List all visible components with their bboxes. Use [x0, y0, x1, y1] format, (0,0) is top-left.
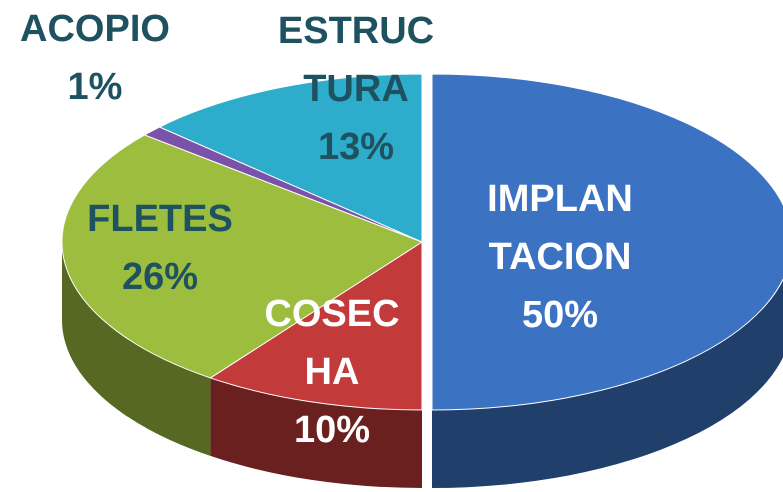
pie-slice	[158, 73, 423, 243]
value-label: 1%	[67, 66, 123, 108]
pie-sides	[61, 242, 783, 488]
value-label: 26%	[121, 256, 199, 298]
pie-side	[210, 377, 422, 488]
category-label: IMPLANTACION	[487, 178, 633, 278]
slice-label: ESTRUCTURA 13%	[276, 2, 436, 176]
slice-label: IMPLANTACION 50%	[478, 170, 643, 344]
pie-slice	[61, 134, 424, 379]
pie-side	[61, 242, 211, 456]
value-label: 50%	[521, 294, 599, 336]
value-label: 13%	[317, 126, 395, 168]
category-label: COSECHA	[264, 293, 400, 393]
category-label: FLETES	[87, 198, 233, 240]
pie-side	[432, 279, 783, 488]
slice-label: FLETES 26%	[60, 190, 260, 306]
pie-slice	[431, 73, 783, 411]
pie-tops	[61, 73, 783, 411]
category-label: ACOPIO	[20, 8, 170, 50]
pie-slice	[209, 241, 423, 411]
category-label: ESTRUCTURA	[277, 10, 435, 110]
slice-label: ACOPIO 1%	[0, 0, 195, 116]
value-label: 10%	[293, 409, 371, 451]
slice-label: COSECHA 10%	[252, 285, 412, 459]
